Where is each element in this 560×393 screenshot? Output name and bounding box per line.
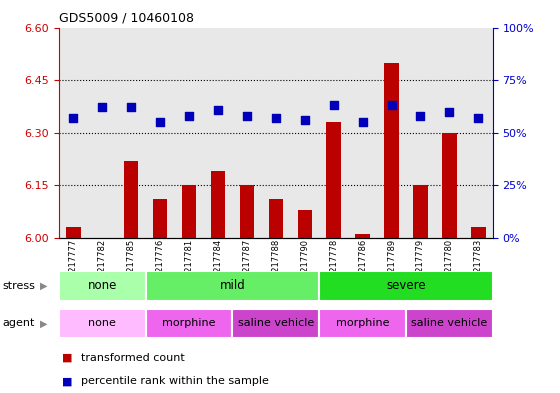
Text: ▶: ▶ xyxy=(40,281,48,291)
Text: saline vehicle: saline vehicle xyxy=(237,318,314,328)
Text: percentile rank within the sample: percentile rank within the sample xyxy=(81,376,269,386)
Bar xyxy=(356,234,370,238)
Text: morphine: morphine xyxy=(336,318,389,328)
Bar xyxy=(182,185,196,238)
Text: morphine: morphine xyxy=(162,318,216,328)
Bar xyxy=(297,210,312,238)
Point xyxy=(184,113,194,119)
Point xyxy=(358,119,367,125)
Bar xyxy=(413,185,428,238)
Text: agent: agent xyxy=(3,318,35,329)
Point xyxy=(387,102,396,108)
Bar xyxy=(406,309,493,338)
Bar xyxy=(269,199,283,238)
Text: ■: ■ xyxy=(62,376,72,386)
Text: none: none xyxy=(88,318,116,328)
Point xyxy=(416,113,425,119)
Bar xyxy=(319,271,493,301)
Point xyxy=(69,115,78,121)
Bar xyxy=(146,271,319,301)
Text: transformed count: transformed count xyxy=(81,353,185,363)
Point xyxy=(445,108,454,115)
Bar xyxy=(211,171,225,238)
Text: mild: mild xyxy=(220,279,245,292)
Point xyxy=(474,115,483,121)
Text: ■: ■ xyxy=(62,353,72,363)
Text: stress: stress xyxy=(3,281,36,291)
Point xyxy=(156,119,165,125)
Text: saline vehicle: saline vehicle xyxy=(411,318,488,328)
Bar xyxy=(442,132,456,238)
Bar xyxy=(153,199,167,238)
Bar xyxy=(240,185,254,238)
Point xyxy=(97,104,106,110)
Point xyxy=(300,117,309,123)
Bar xyxy=(66,227,81,238)
Point xyxy=(213,107,222,113)
Point xyxy=(329,102,338,108)
Bar xyxy=(124,161,138,238)
Bar xyxy=(319,309,406,338)
Text: severe: severe xyxy=(386,279,426,292)
Bar xyxy=(59,309,146,338)
Text: ▶: ▶ xyxy=(40,318,48,329)
Bar xyxy=(232,309,319,338)
Text: none: none xyxy=(87,279,117,292)
Bar xyxy=(146,309,232,338)
Bar xyxy=(471,227,486,238)
Point xyxy=(127,104,136,110)
Point xyxy=(242,113,251,119)
Bar xyxy=(384,62,399,238)
Bar xyxy=(326,122,341,238)
Bar xyxy=(59,271,146,301)
Text: GDS5009 / 10460108: GDS5009 / 10460108 xyxy=(59,12,194,25)
Point xyxy=(271,115,280,121)
